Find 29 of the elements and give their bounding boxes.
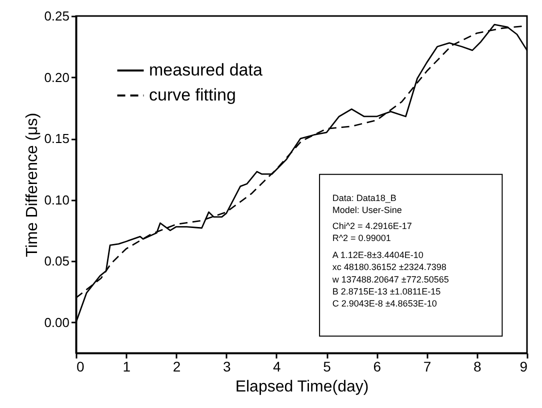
x-tick-label: 0 — [76, 358, 84, 374]
x-tick-label: 7 — [423, 358, 432, 374]
x-tick-label: 2 — [172, 358, 181, 374]
x-tick-label: 5 — [323, 358, 332, 374]
y-tick-label: 0.15 — [44, 131, 70, 146]
annotation: B 2.8715E-13 ±1.0811E-15 — [332, 286, 441, 296]
y-tick-label: 0.25 — [44, 8, 70, 24]
x-tick-label: 4 — [273, 358, 282, 374]
annotation: A 1.12E-8±3.4404E-10 — [332, 250, 424, 260]
annotation: Chi^2 = 4.2916E-17 — [332, 220, 412, 231]
y-axis-title: Time Difference (μs) — [24, 112, 42, 258]
annotation: w 137488.20647 ±772.50565 — [331, 274, 449, 284]
legend-label: measured data — [149, 60, 263, 80]
annotation: C 2.9043E-8 ±4.8653E-10 — [332, 298, 437, 309]
y-tick-label: 0.00 — [44, 314, 70, 330]
x-tick-label: 3 — [222, 358, 231, 374]
x-tick-label: 6 — [373, 358, 382, 374]
x-tick-label: 1 — [122, 358, 131, 374]
y-tick-label: 0.05 — [44, 254, 70, 269]
y-tick-label: 0.20 — [44, 70, 70, 85]
x-tick-label: 9 — [520, 358, 528, 374]
legend-label: curve fitting — [149, 86, 236, 104]
annotation: R^2 = 0.99001 — [332, 233, 391, 244]
y-tick-label: 0.10 — [44, 192, 70, 208]
annotation: xc 48180.36152 ±2324.7398 — [332, 262, 446, 272]
annotation: Model: User-Sine — [332, 205, 402, 216]
x-tick-label: 8 — [473, 358, 482, 374]
annotation: Data: Data18_B — [332, 192, 396, 203]
x-axis-title: Elapsed Time(day) — [235, 378, 369, 396]
